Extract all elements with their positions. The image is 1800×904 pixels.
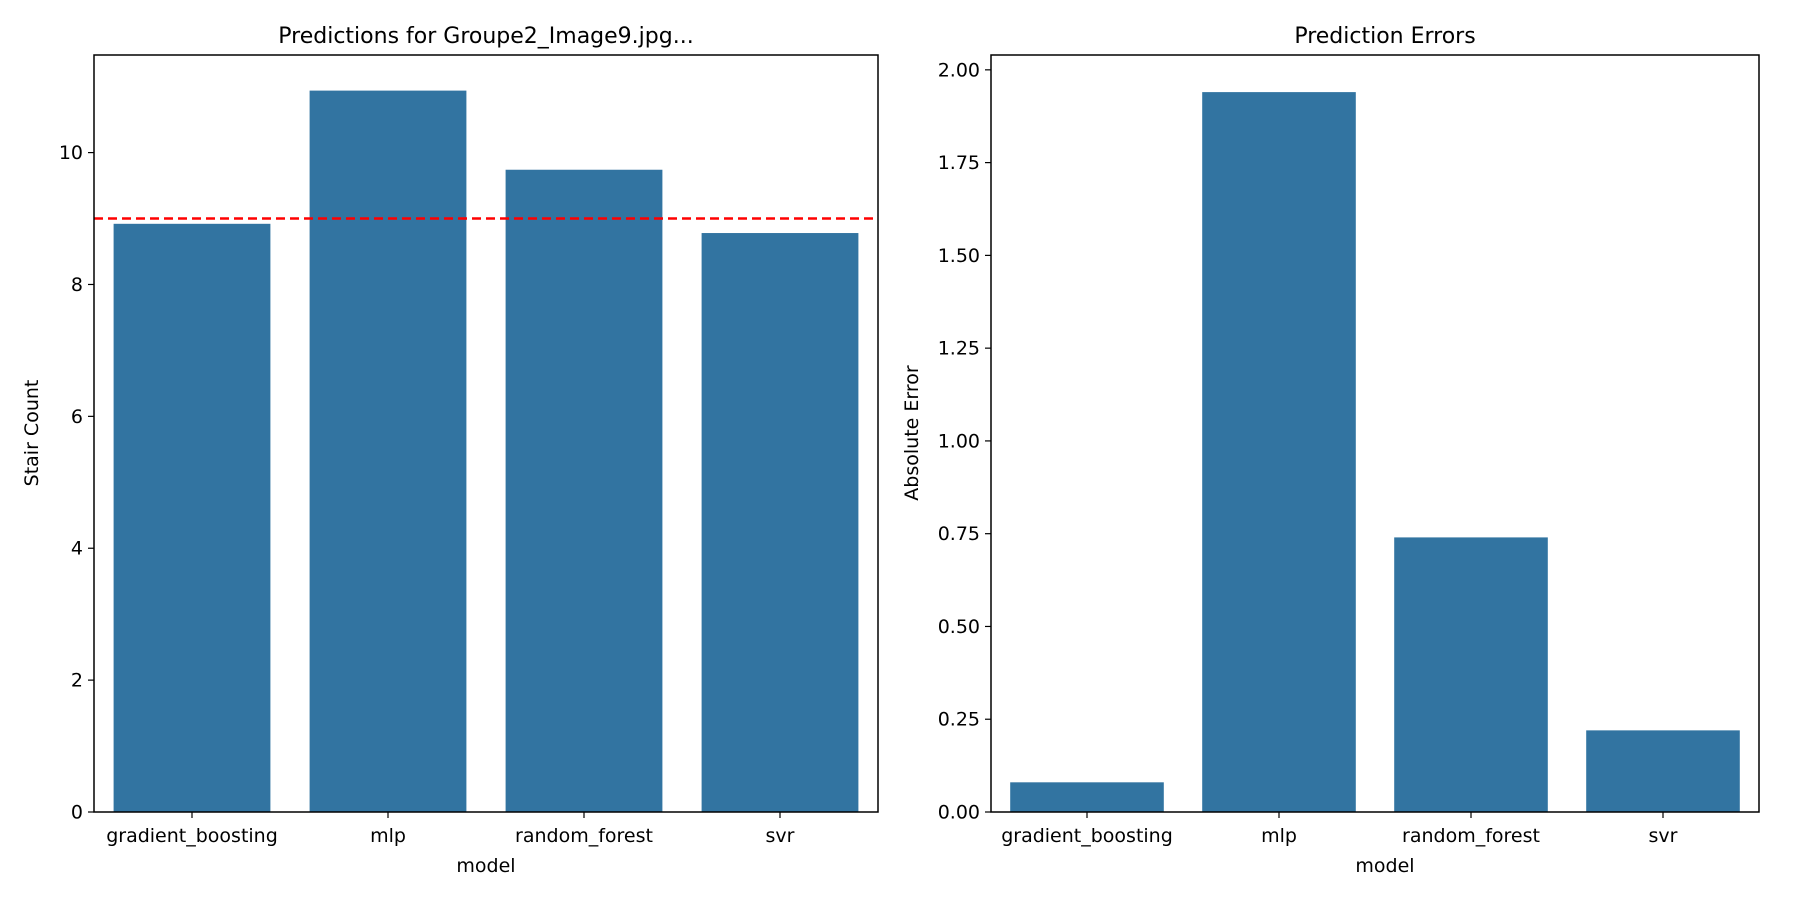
errors-x-tick-label: gradient_boosting [1001, 825, 1173, 847]
predictions-x-tick-label: gradient_boosting [106, 825, 278, 847]
errors-y-tick-label: 0.50 [938, 616, 980, 638]
predictions-bar-gradient-boosting [113, 223, 271, 812]
predictions-y-tick-label: 8 [71, 274, 83, 296]
predictions-title: Predictions for Groupe2_Image9.jpg... [278, 24, 693, 49]
errors-y-tick-label: 0.00 [938, 802, 980, 824]
errors-x-axis-label: model [1355, 855, 1414, 877]
predictions-bars [113, 90, 859, 813]
predictions-y-tick-label: 6 [71, 406, 83, 428]
errors-bar-svr [1586, 730, 1740, 812]
predictions-y-tick-label: 0 [71, 802, 83, 824]
errors-x-ticks: gradient_boosting mlp random_forest svr [1001, 812, 1678, 847]
errors-y-tick-label: 1.25 [938, 338, 980, 360]
predictions-y-tick-label: 4 [71, 538, 83, 560]
errors-x-tick-label: svr [1649, 825, 1678, 847]
errors-y-tick-label: 1.50 [938, 245, 980, 267]
predictions-bar-random-forest [505, 169, 663, 813]
predictions-x-tick-label: mlp [370, 825, 406, 847]
predictions-bar-mlp [309, 90, 467, 813]
predictions-bar-svr [701, 233, 859, 813]
predictions-x-axis-label: model [456, 855, 515, 877]
errors-x-tick-label: mlp [1261, 825, 1297, 847]
errors-y-ticks: 0.00 0.25 0.50 0.75 1.00 1.25 1.50 1.75 2.00 [938, 59, 991, 824]
predictions-y-axis-label: Stair Count [21, 380, 43, 487]
predictions-plot-frame [93, 54, 879, 813]
errors-bar-gradient-boosting [1010, 782, 1164, 812]
errors-bar-random-forest [1394, 537, 1548, 812]
errors-y-tick-label: 1.00 [938, 430, 980, 452]
errors-x-tick-label: random_forest [1402, 825, 1540, 847]
errors-y-axis-label: Absolute Error [901, 365, 923, 501]
predictions-panel: Predictions for Groupe2_Image9.jpg... 0 2… [21, 24, 879, 877]
predictions-y-ticks: 0 2 4 6 8 10 [59, 142, 94, 824]
errors-bars [1010, 92, 1740, 813]
predictions-x-tick-label: random_forest [515, 825, 653, 847]
errors-y-tick-label: 0.25 [938, 709, 980, 731]
errors-y-tick-label: 2.00 [938, 59, 980, 81]
errors-y-tick-label: 1.75 [938, 152, 980, 174]
predictions-x-tick-label: svr [766, 825, 795, 847]
errors-panel: Prediction Errors 0.00 0.25 0.50 0.75 1.00 1.… [901, 24, 1760, 877]
predictions-y-tick-label: 2 [71, 670, 83, 692]
predictions-x-ticks: gradient_boosting mlp random_forest svr [106, 812, 795, 847]
errors-title: Prediction Errors [1294, 24, 1475, 49]
errors-plot-frame [990, 54, 1760, 813]
predictions-y-tick-label: 10 [59, 142, 83, 164]
errors-y-tick-label: 0.75 [938, 523, 980, 545]
errors-bar-mlp [1202, 92, 1356, 813]
